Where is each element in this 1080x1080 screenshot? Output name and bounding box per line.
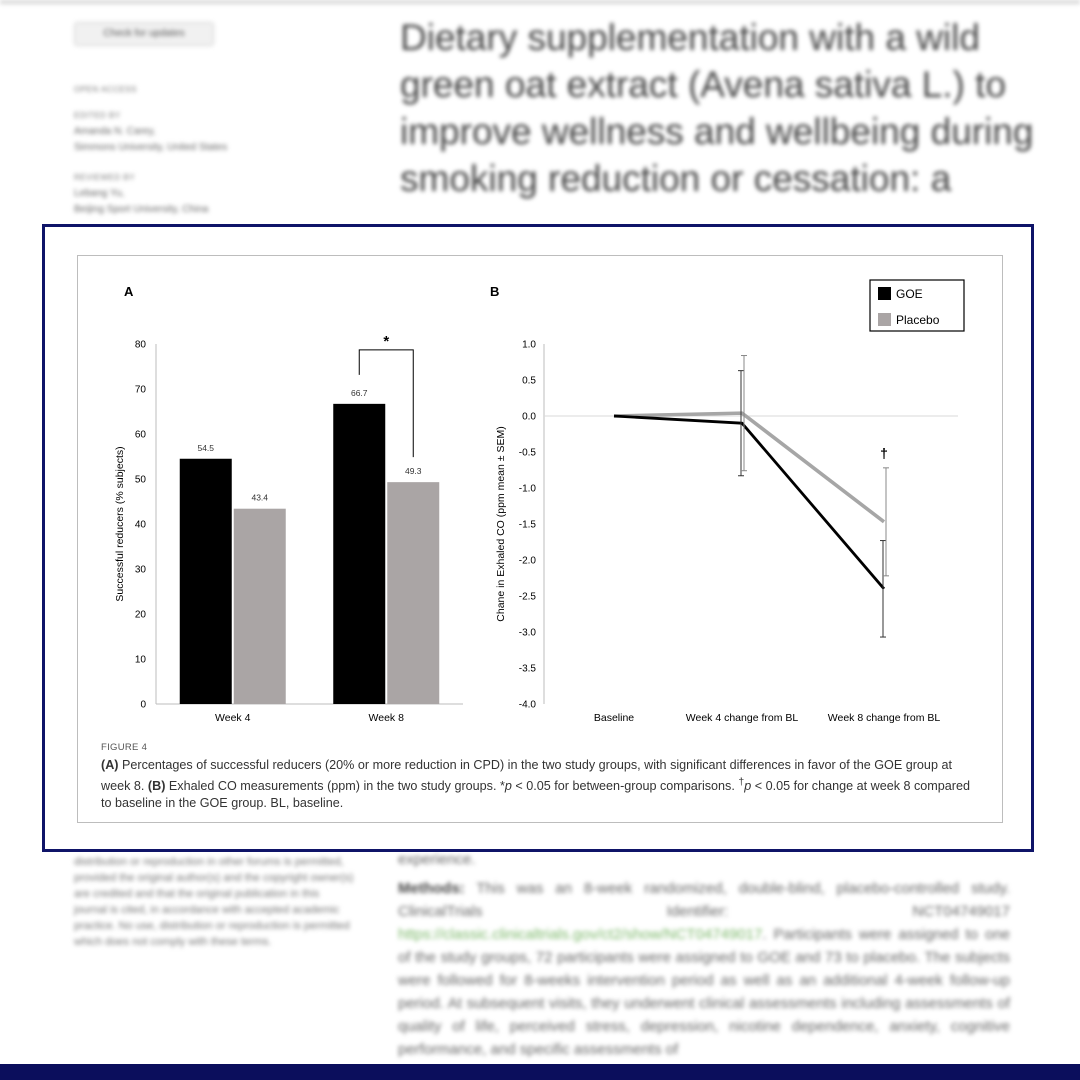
abstract-methods: experience. Methods: This was an 8-week … <box>398 848 1010 1061</box>
panel-a-significance-star: * <box>383 333 389 350</box>
panel-b-dagger-annotation: † <box>880 445 888 461</box>
panel-a-y-tick-label: 60 <box>135 430 147 441</box>
panel-b-y-tick-label: -1.0 <box>519 484 537 495</box>
panel-a-y-tick-label: 0 <box>140 700 146 711</box>
methods-text-2: . Participants were assigned to one of t… <box>398 926 1010 1058</box>
panel-a-bar-chart: A 0 10 20 30 40 50 60 70 80 Successful reducers (%… <box>114 284 463 724</box>
caption-b-text: Exhaled CO measurements (ppm) in the two… <box>165 779 505 794</box>
panel-b-y-tick-label: -0.5 <box>519 448 537 459</box>
panel-b-x-tick-label: Baseline <box>594 712 634 724</box>
panel-a-bar-placebo-week-4 <box>233 508 286 704</box>
panel-a-data-label: 54.5 <box>197 443 214 453</box>
panel-a-bar-goe-week-4 <box>179 458 232 704</box>
panel-a-data-label: 43.4 <box>251 493 268 503</box>
methods-text-1: This was an 8-week randomized, double-bl… <box>398 880 1010 920</box>
panel-a-bar-placebo-week-8 <box>387 482 440 704</box>
reviewer-affiliation: Beijing Sport University, China <box>74 204 209 215</box>
bottom-bar <box>0 1064 1080 1080</box>
panel-b-y-tick-label: -2.0 <box>519 556 537 567</box>
caption-a-text: Percentages of successful reducers (20% … <box>101 758 952 794</box>
panel-b-legend-label-goe: GOE <box>896 287 923 301</box>
panel-b-legend-swatch-goe <box>878 287 891 300</box>
figure-highlight-frame: A 0 10 20 30 40 50 60 70 80 Successful reducers (%… <box>42 224 1034 852</box>
top-border <box>0 0 1080 4</box>
panel-b-line-goe <box>613 414 886 590</box>
editor-affiliation: Simmons University, United States <box>74 142 228 153</box>
clinicaltrials-link[interactable]: https://classic.clinicaltrials.gov/ct2/s… <box>398 926 763 943</box>
figure-label: FIGURE 4 <box>101 742 148 753</box>
figure-caption: FIGURE 4 (A) Percentages of successful r… <box>101 739 981 812</box>
editor-name: Amanda N. Carey, <box>74 126 156 137</box>
caption-dagger: † <box>738 776 745 788</box>
panel-b-y-axis-label: Chane in Exhaled CO (ppm mean ± SEM) <box>495 426 507 621</box>
reviewer-name: Lebang Yu, <box>74 188 125 199</box>
panel-b-y-tick-label: -2.5 <box>519 592 537 603</box>
panel-b-x-tick-label: Week 4 change from BL <box>686 712 799 724</box>
figure-4: A 0 10 20 30 40 50 60 70 80 Successful reducers (%… <box>77 255 1003 823</box>
caption-text: (A) Percentages of successful reducers (… <box>101 757 981 812</box>
panel-a-data-label: 49.3 <box>405 466 422 476</box>
panel-a-data-label: 66.7 <box>351 388 368 398</box>
panel-b-y-tick-label: 0.0 <box>522 412 536 423</box>
figure-charts: A 0 10 20 30 40 50 60 70 80 Successful reducers (%… <box>114 279 965 724</box>
panel-a-significance-bracket <box>358 349 414 458</box>
panel-b-legend: GOE Placebo <box>869 279 965 332</box>
article-title: Dietary supplementation with a wild gree… <box>400 17 1034 199</box>
panel-a-bar-goe-week-8 <box>333 403 386 704</box>
panel-b-y-tick-label: -1.5 <box>519 520 537 531</box>
panel-a-y-tick-label: 70 <box>135 385 147 396</box>
panel-a-y-tick-label: 20 <box>135 610 147 621</box>
panel-b-y-tick-label: 1.0 <box>522 340 536 351</box>
caption-b-label: (B) <box>147 779 166 794</box>
panel-b-y-tick-label: -3.5 <box>519 664 537 675</box>
caption-p-1: p <box>504 779 512 794</box>
panel-b-line-placebo <box>613 411 886 524</box>
panel-b-x-tick-label: Week 8 change from BL <box>828 712 941 724</box>
caption-a-label: (A) <box>101 758 119 772</box>
experience-word: experience. <box>398 851 476 868</box>
check-for-updates-button[interactable]: Check for updates <box>74 22 214 46</box>
reviewed-by-block: REVIEWED BY Lebang Yu, Beijing Sport Uni… <box>74 170 208 218</box>
panel-b-letter: B <box>490 284 499 299</box>
panel-a-y-tick-label: 80 <box>135 340 147 351</box>
panel-b-legend-label-placebo: Placebo <box>896 313 940 327</box>
license-text: distribution or reproduction in other fo… <box>74 856 354 948</box>
panel-b-y-tick-label: -3.0 <box>519 628 537 639</box>
panel-b-y-tick-label: 0.5 <box>522 376 536 387</box>
edited-by-label: EDITED BY <box>74 111 121 120</box>
panel-a-y-tick-label: 30 <box>135 565 147 576</box>
panel-a-letter: A <box>124 284 134 299</box>
caption-end: < 0.05 for change at week 8 compared to … <box>101 779 970 811</box>
reviewed-by-label: REVIEWED BY <box>74 173 136 182</box>
panel-b-y-tick-label: -4.0 <box>519 700 537 711</box>
panel-a-y-tick-label: 40 <box>135 520 147 531</box>
panel-a-y-tick-label: 10 <box>135 655 147 666</box>
panel-a-x-tick-label: Week 4 <box>215 712 251 724</box>
caption-mid: < 0.05 for between-group comparisons. <box>511 779 739 794</box>
panel-a-y-tick-label: 50 <box>135 475 147 486</box>
methods-label: Methods: <box>398 880 465 897</box>
open-access-label: OPEN ACCESS <box>74 85 137 94</box>
edited-by-block: EDITED BY Amanda N. Carey, Simmons Unive… <box>74 108 227 156</box>
caption-p-2: p <box>744 779 752 794</box>
panel-b-legend-swatch-placebo <box>878 313 891 326</box>
panel-a-y-axis-label: Successful reducers (% subjects) <box>114 446 126 601</box>
panel-b-line-chart: B 1.0 0.5 0.0 -0.5 -1.0 -1.5 -2.0 -2.5 -3.0 -3.5 -4… <box>490 279 965 724</box>
panel-a-x-tick-label: Week 8 <box>369 712 405 724</box>
